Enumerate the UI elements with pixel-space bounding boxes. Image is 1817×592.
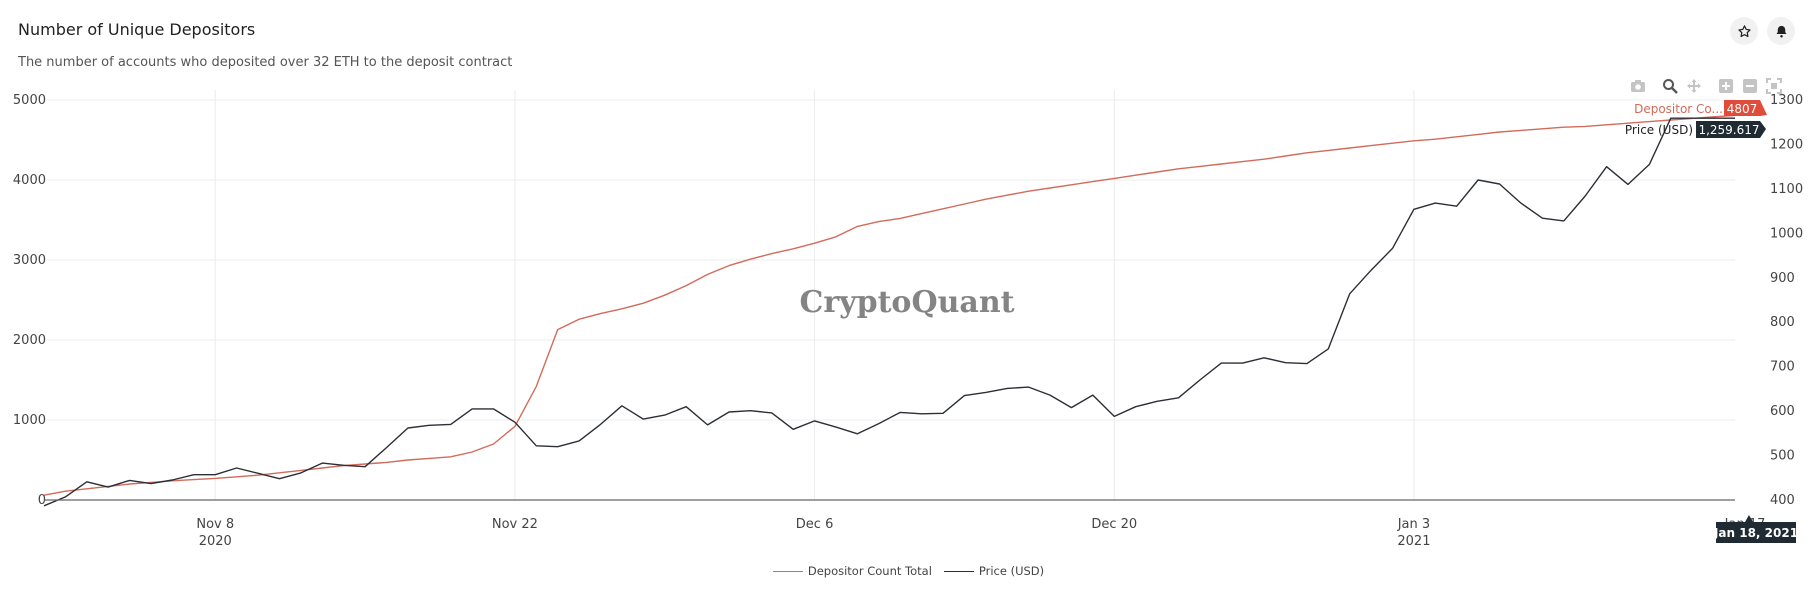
y-right-tick-label: 1100 <box>1770 182 1803 197</box>
x-tick-label: Nov 8 <box>196 517 234 532</box>
x-tick-year-label: 2020 <box>199 534 232 549</box>
chart-subtitle: The number of accounts who deposited ove… <box>18 55 513 70</box>
pan-icon[interactable] <box>1686 78 1702 94</box>
series-line-price-usd <box>43 117 1735 507</box>
hover-date-box <box>1716 515 1796 543</box>
alert-button[interactable] <box>1767 17 1795 45</box>
legend-label-price: Price (USD) <box>978 564 1045 578</box>
watermark: CryptoQuant <box>799 285 1014 320</box>
hover-price-box <box>1696 121 1766 138</box>
y-left-tick-label: 5000 <box>13 93 46 108</box>
y-right-tick-label: 1300 <box>1770 93 1803 108</box>
y-right-tick-label: 600 <box>1770 404 1795 419</box>
x-tick-label: Nov 22 <box>492 517 538 532</box>
y-right-tick-label: 400 <box>1770 493 1795 508</box>
y-left-tick-label: 3000 <box>13 253 46 268</box>
hover-depositor: Depositor Co... 4807 <box>1634 100 1767 116</box>
y-right-tick-label: 1000 <box>1770 226 1803 241</box>
y-right-tick-label: 700 <box>1770 360 1795 375</box>
x-tick-label: Dec 6 <box>796 517 834 532</box>
x-tick-label: Jan 3 <box>1397 517 1430 532</box>
favorite-button[interactable] <box>1730 17 1758 45</box>
y-right-tick-label: 1200 <box>1770 137 1803 152</box>
y-left-tick-label: 1000 <box>13 413 46 428</box>
autoscale-icon[interactable] <box>1766 78 1782 94</box>
zoom-icon[interactable] <box>1662 78 1678 94</box>
hover-price-label: Price (USD) <box>1625 123 1693 137</box>
hover-depositor-label: Depositor Co... <box>1634 102 1723 116</box>
hover-date-value: Jan 18, 2021 <box>1713 526 1798 540</box>
legend: Depositor Count Total Price (USD) <box>0 564 1817 578</box>
hover-price-value: 1,259.617 <box>1698 123 1759 137</box>
star-icon <box>1737 24 1751 37</box>
x-tick-label: Dec 20 <box>1091 517 1137 532</box>
y-right-tick-label: 800 <box>1770 315 1795 330</box>
chart-title: Number of Unique Depositors <box>18 20 256 39</box>
legend-swatch-depositor <box>772 570 803 572</box>
legend-swatch-price <box>943 570 974 572</box>
x-tick-year-label: 2021 <box>1397 534 1430 549</box>
legend-item-depositor[interactable]: Depositor Count Total <box>772 564 932 578</box>
zoom-out-icon[interactable] <box>1742 78 1758 94</box>
legend-label-depositor: Depositor Count Total <box>807 564 932 578</box>
hover-price: Price (USD) 1,259.617 <box>1625 121 1766 138</box>
zoom-in-icon[interactable] <box>1718 78 1734 94</box>
y-right-tick-label: 500 <box>1770 449 1795 464</box>
hover-depositor-box <box>1724 100 1767 116</box>
y-right-tick-label: 900 <box>1770 271 1795 286</box>
hover-depositor-value: 4807 <box>1727 102 1758 116</box>
bell-icon <box>1776 25 1786 37</box>
y-left-tick-label: 4000 <box>13 173 46 188</box>
hover-date: Jan 17 Jan 18, 2021 <box>1713 515 1798 543</box>
y-left-tick-label: 2000 <box>13 333 46 348</box>
camera-icon[interactable] <box>1630 78 1646 94</box>
y-left-tick-label: 0 <box>38 493 46 508</box>
legend-item-price[interactable]: Price (USD) <box>943 564 1045 578</box>
series-line-depositor-count <box>43 114 1736 496</box>
